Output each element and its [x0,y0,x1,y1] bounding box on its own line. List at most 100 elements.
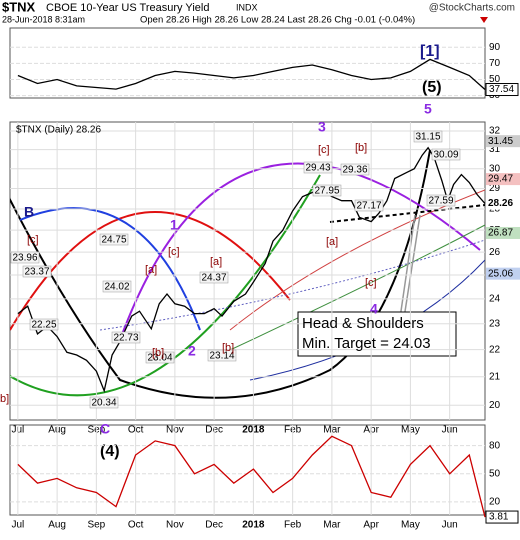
price-label-box [102,280,132,293]
level-label: 26.87 [488,228,513,239]
y-tick-label: 30 [489,163,501,174]
main-panel [9,121,486,421]
last-value: 37.54 [489,84,514,95]
price-label: 29.36 [342,165,367,176]
price-label-box [312,184,342,197]
series-line [17,146,486,394]
y-tick-label: 20 [489,400,501,411]
wave-label: [b] [355,142,367,154]
wave-label: [c] [365,277,377,289]
wave-label: C [100,421,110,437]
cycle-arc [119,162,481,341]
pointer [399,214,421,319]
price-label: 27.59 [428,196,453,207]
x-tick-label: Nov [166,520,184,531]
price-label: 31.15 [415,132,440,143]
cycle-arc [10,211,291,331]
exchange: INDX [236,2,258,12]
wave-label: Head & Shoulders [302,315,424,332]
price-label: 22.73 [113,333,138,344]
wave-label: 1 [170,217,178,233]
y-tick-label: 80 [489,440,501,451]
price-label: 22.25 [31,320,56,331]
moving-average [229,224,485,351]
price-label-box [207,349,237,362]
y-tick-label: 90 [489,42,501,53]
price-label-box [354,199,384,212]
price-label-box [340,163,370,176]
price-label: 23.37 [24,267,49,278]
y-tick-label: 26 [489,247,501,258]
x-tick-label: Dec [205,520,223,531]
price-label: 24.02 [104,282,129,293]
price-label-box [22,265,52,278]
quote: Open 28.26 High 28.26 Low 28.24 Last 28.… [140,15,415,26]
wave-label: [c] [27,234,39,246]
symbol: $TNX [2,0,36,14]
x-tick-label: Sep [87,520,105,531]
price-label-box [199,271,229,284]
wave-label: 2 [188,343,196,359]
wave-label: Min. Target = 24.03 [302,335,431,352]
price-label: 24.75 [101,235,126,246]
price-label-box [145,351,175,364]
x-tick-label: Mar [323,520,341,531]
y-tick-label: 20 [489,497,501,508]
level-label: 28.26 [488,198,513,209]
cycle-arc [19,207,201,331]
x-tick-label: 2018 [242,520,265,531]
x-tick-label: Jun [442,520,458,531]
price-label: 27.17 [356,201,381,212]
x-tick-label: Jul [11,520,24,531]
level-box [486,267,520,280]
y-tick-label: 50 [489,74,501,85]
credit: @StockCharts.com [429,3,515,14]
wave-label: [a] [145,264,157,276]
series-line [17,58,486,90]
y-tick-label: 32 [489,126,501,137]
y-tick-label: 29 [489,183,501,194]
y-tick-label: 21 [489,371,501,382]
wave-label: [1] [420,43,440,60]
wave-label: [c] [318,144,330,156]
last-value-box [485,83,519,97]
x-tick-label: Feb [284,520,302,531]
x-tick-label: Apr [363,520,379,531]
wave-label: [a] [210,256,222,268]
wave-label: 4 [370,301,378,317]
down-arrow [480,17,488,23]
wave-label: [a] [326,236,338,248]
price-label-box [431,148,461,161]
level-box [486,173,520,186]
price-label: 24.37 [201,273,226,284]
date: 28-Jun-2018 8:31am [2,14,85,24]
price-label-box [10,251,40,264]
price-label-box [303,161,333,174]
price-label: 23.96 [12,253,37,264]
wave-label: B [24,204,34,220]
wave-label: [c] [168,246,180,258]
y-tick-label: 23 [489,318,501,329]
price-label: 23.14 [209,351,234,362]
legend: $TNX (Daily) 28.26 [16,125,101,136]
cycle-arc [10,149,431,399]
y-tick-label: 22 [489,344,501,355]
level-label: 29.47 [488,174,513,185]
y-tick-label: 24 [489,294,501,305]
x-tick-label: Oct [128,520,144,531]
price-label: 30.09 [433,150,458,161]
last-value: 3.81 [489,512,509,523]
level-label: 25.06 [488,268,513,279]
x-tick-label: May [401,520,420,531]
level-label: 31.45 [488,136,513,147]
bottom-panel [9,424,486,516]
neckline [329,204,485,223]
price-label-box [111,331,141,344]
y-tick-label: 70 [489,58,501,69]
x-tick-label: Aug [48,520,66,531]
price-label: 20.34 [91,398,116,409]
series-line [17,435,486,518]
wave-label: 5 [424,101,432,117]
wave-label: 3 [318,119,326,135]
